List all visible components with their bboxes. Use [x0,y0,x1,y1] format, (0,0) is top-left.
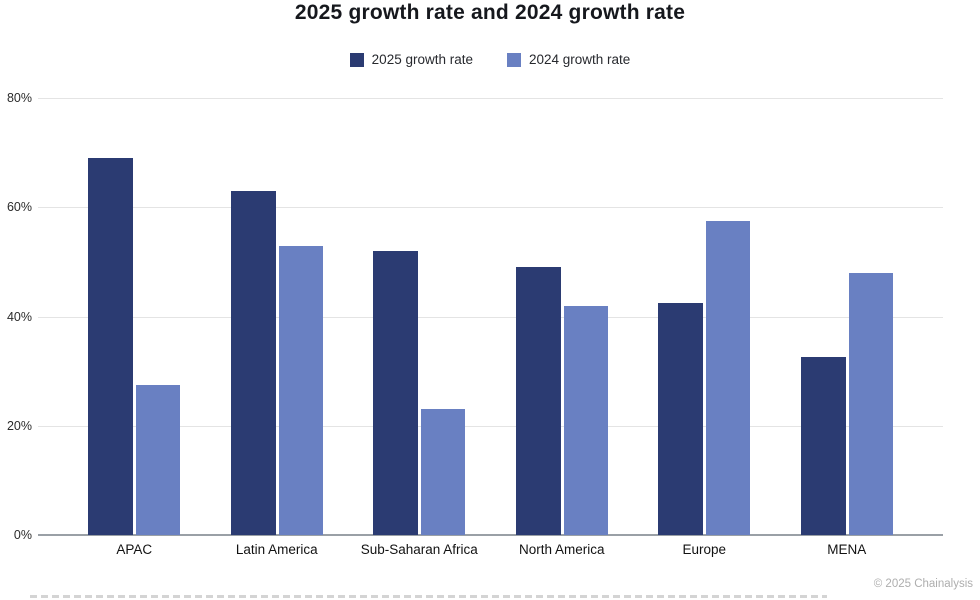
x-tick-label-mena: MENA [827,542,867,557]
y-axis: 0% 20% 40% 60% 80% [0,0,32,600]
chart-title: 2025 growth rate and 2024 growth rate [294,1,686,24]
bar-2024-apac [136,384,181,535]
legend-item-2025: 2025 growth rate [349,52,473,67]
bar-group-north-america [491,98,634,535]
bar-2025-europe [658,302,704,535]
x-tick-label-apac: APAC [116,542,153,557]
x-tick-label-europe: Europe [682,542,727,557]
y-tick-label-20: 20% [6,418,32,433]
y-tick-label-0: 0% [13,528,32,542]
gridline-80 [38,98,943,99]
copyright-text: © 2025 Chainalysis [873,578,973,590]
y-tick-label-80: 80% [6,91,32,105]
bottom-dashed-line [30,595,827,598]
y-tick-label-60: 60% [6,200,32,215]
bar-group-apac [63,98,206,535]
plot-area [38,98,943,536]
gridline-60 [38,207,943,209]
bar-2024-north-america [563,305,608,535]
y-tick-label-40: 40% [6,309,32,324]
bar-2024-europe [706,220,751,535]
x-tick-label-latin-america: Latin America [235,542,318,557]
bar-group-latin-america [206,98,349,535]
bar-2024-sub-saharan-africa [421,409,466,535]
bar-2024-mena [848,272,893,535]
bar-2025-north-america [515,267,561,535]
gridline-20 [38,425,943,427]
bar-2025-apac [88,158,134,535]
x-tick-label-sub-saharan-africa: Sub-Saharan Africa [360,542,478,557]
bar-group-sub-saharan-africa [348,98,491,535]
legend-swatch-2024 [507,52,521,67]
x-axis: APAC Latin America Sub-Saharan Africa North… [38,542,943,557]
legend-swatch-2025 [349,52,364,67]
bar-2025-mena [800,357,846,535]
bar-group-europe [633,98,776,535]
legend-item-2024: 2024 growth rate [507,52,630,67]
legend-label-2024: 2024 growth rate [529,52,631,67]
bar-2025-latin-america [230,190,276,535]
chart-legend: 2025 growth rate 2024 growth rate [0,52,980,67]
x-tick-label-north-america: North America [518,542,605,557]
bar-2025-sub-saharan-africa [373,250,419,535]
bar-group-mena [776,98,919,535]
gridline-40 [38,316,943,318]
legend-label-2025: 2025 growth rate [371,52,473,67]
bar-2024-latin-america [278,245,323,535]
gridline-0 [38,534,943,536]
bars-layer [38,98,943,535]
